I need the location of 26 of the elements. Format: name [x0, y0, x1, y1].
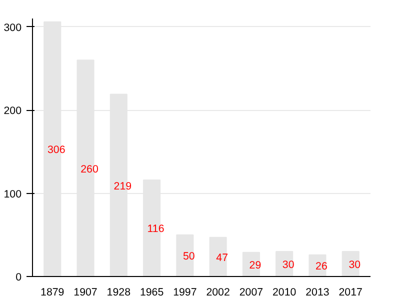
x-tick-label: 1928 — [106, 286, 131, 298]
x-tick-label: 2013 — [306, 286, 330, 298]
data-label: 47 — [216, 252, 228, 264]
data-label: 50 — [183, 250, 195, 263]
y-tick-label: 100 — [4, 188, 22, 200]
data-label: 116 — [147, 223, 164, 236]
y-tick-label: 200 — [4, 105, 22, 118]
bar — [209, 236, 227, 276]
x-tick-label: 1997 — [173, 286, 197, 298]
data-label: 219 — [114, 180, 132, 192]
x-tick-label: 1907 — [74, 286, 98, 298]
x-tick-label: 2010 — [272, 286, 296, 298]
x-tick-label: 2017 — [338, 286, 363, 298]
data-label: 260 — [80, 163, 98, 176]
x-tick-label: 1965 — [140, 286, 164, 298]
data-label: 30 — [348, 259, 361, 272]
bar — [176, 234, 194, 276]
data-label: 29 — [249, 259, 262, 272]
y-tick-label: 0 — [16, 272, 22, 284]
data-label: 306 — [47, 144, 66, 156]
x-tick-label: 2007 — [239, 286, 264, 298]
x-tick-label: 1879 — [40, 286, 64, 298]
y-tick-label: 300 — [4, 22, 22, 34]
data-label: 30 — [282, 259, 294, 272]
x-tick-label: 2002 — [206, 286, 230, 298]
data-label: 26 — [316, 260, 328, 273]
